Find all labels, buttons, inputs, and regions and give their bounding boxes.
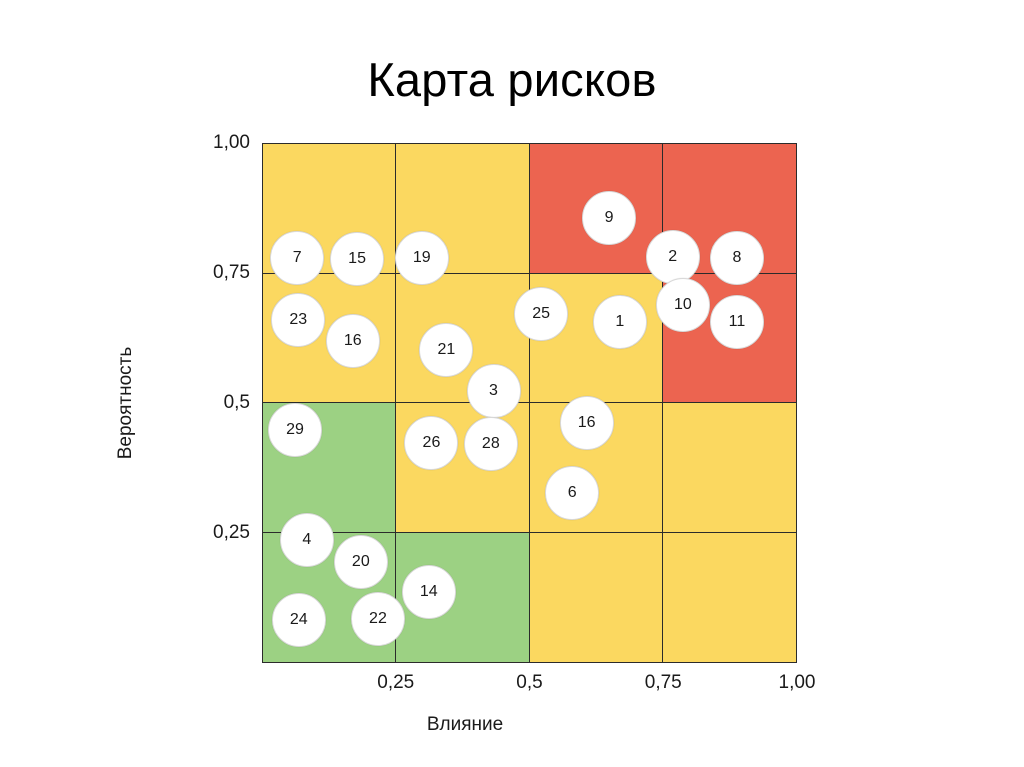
y-axis-tick-label: 1,00 bbox=[213, 132, 250, 153]
risk-bubble[interactable]: 4 bbox=[279, 513, 334, 568]
x-axis-tick-label: 0,5 bbox=[516, 672, 543, 693]
risk-bubble[interactable]: 25 bbox=[514, 287, 569, 341]
page-title: Карта рисков bbox=[367, 53, 657, 106]
risk-bubble[interactable]: 22 bbox=[350, 592, 405, 647]
risk-bubble[interactable]: 20 bbox=[333, 535, 388, 590]
x-axis-title: Влияние bbox=[426, 714, 504, 735]
y-axis-tick-label: 0,5 bbox=[223, 392, 250, 413]
risk-bubble[interactable]: 9 bbox=[582, 190, 637, 245]
risk-bubble[interactable]: 24 bbox=[271, 592, 326, 647]
risk-bubble[interactable]: 2 bbox=[645, 229, 700, 284]
risk-bubble[interactable]: 8 bbox=[709, 230, 764, 285]
risk-matrix-plot-area: 7 15 19 23 16 21 3 25 1 9 2 8 10 11 29 26 28 16 6 4 20 14 24 22 bbox=[262, 143, 797, 663]
risk-bubble[interactable]: 19 bbox=[394, 230, 449, 285]
risk-bubble[interactable]: 6 bbox=[545, 465, 600, 520]
y-axis-tick-label: 0,75 bbox=[213, 262, 250, 283]
risk-bubble[interactable]: 28 bbox=[463, 417, 518, 471]
risk-bubble[interactable]: 10 bbox=[655, 278, 710, 333]
risk-bubble[interactable]: 3 bbox=[466, 363, 521, 418]
y-axis-tick-group: 0,25 0,5 0,75 1,00 bbox=[150, 0, 250, 767]
risk-bubble[interactable]: 11 bbox=[709, 294, 764, 349]
risk-bubble[interactable]: 23 bbox=[271, 292, 326, 347]
risk-zone-cell-medium bbox=[662, 403, 796, 533]
y-axis-tick-label: 0,25 bbox=[213, 522, 250, 543]
risk-bubble[interactable]: 16 bbox=[559, 396, 614, 451]
risk-bubble[interactable]: 26 bbox=[404, 415, 459, 470]
risk-zone-cell-medium bbox=[662, 532, 796, 662]
x-axis-tick-label: 0,25 bbox=[377, 672, 415, 693]
risk-bubble[interactable]: 1 bbox=[592, 294, 647, 349]
risk-bubble[interactable]: 7 bbox=[270, 230, 325, 285]
risk-bubble[interactable]: 16 bbox=[325, 314, 380, 369]
risk-bubble[interactable]: 14 bbox=[401, 565, 456, 620]
risk-bubble-layer: 7 15 19 23 16 21 3 25 1 9 2 8 10 11 29 26 28 16 6 4 20 14 24 22 bbox=[263, 144, 796, 662]
risk-bubble[interactable]: 29 bbox=[268, 402, 323, 457]
x-axis-tick-label: 0,75 bbox=[644, 672, 682, 693]
risk-bubble[interactable]: 21 bbox=[419, 322, 474, 377]
risk-bubble[interactable]: 15 bbox=[330, 231, 385, 286]
y-axis-title: Вероятность bbox=[115, 346, 136, 460]
x-axis-tick-label: 1,00 bbox=[778, 672, 816, 693]
risk-zone-cell-medium bbox=[529, 532, 663, 662]
